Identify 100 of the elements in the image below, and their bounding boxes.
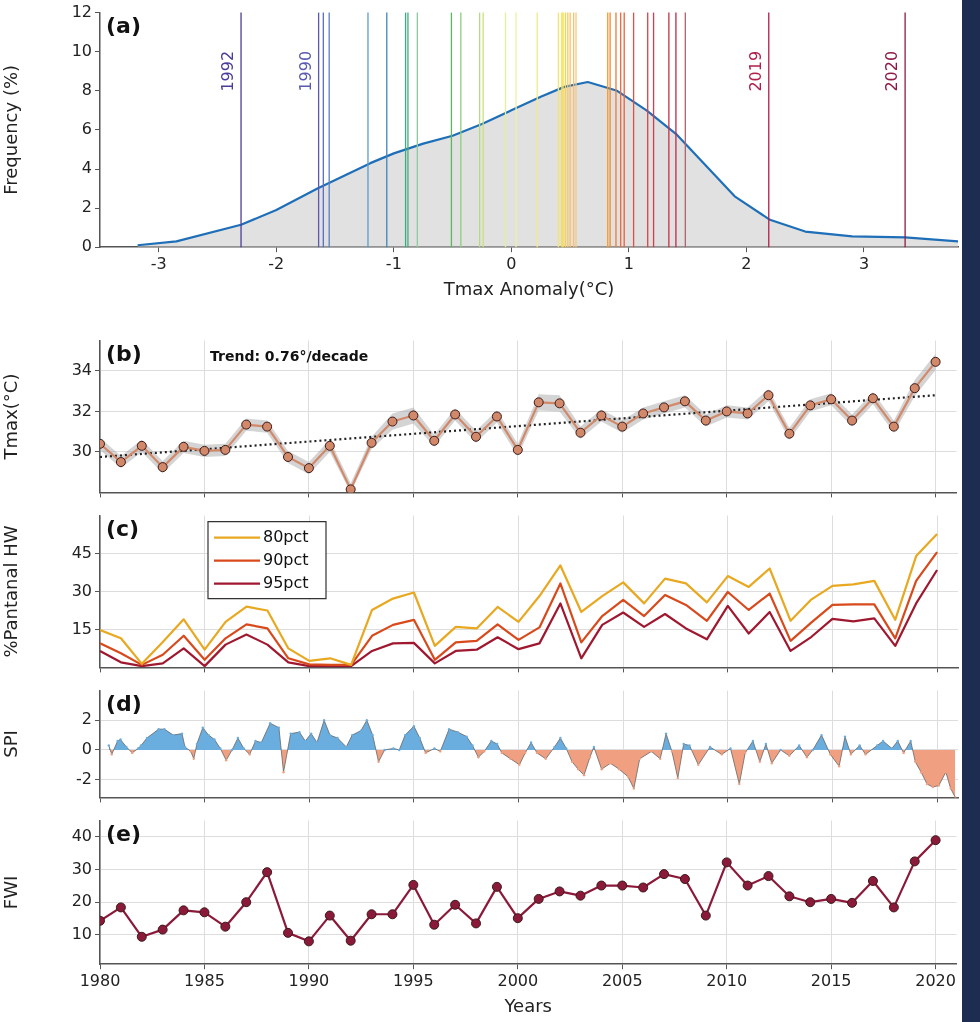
point [763,871,774,882]
point [324,910,335,921]
y-tick-label: 6 [81,119,92,139]
x-tick-label: 1990 [288,970,330,990]
y-axis-title: FWI [0,875,22,910]
point [450,409,461,420]
x-tick-label: 1985 [184,970,225,990]
point [826,394,837,405]
y-tick-label: 30 [71,580,92,600]
x-tick-label: 3 [858,253,870,273]
point [784,428,795,439]
x-tick-label: -1 [385,253,402,273]
x-tick-label: 1 [623,253,634,273]
y-tick-label: -2 [76,768,92,788]
point [700,415,711,426]
point [345,935,356,946]
y-tick-label: 15 [71,618,92,638]
point [763,390,774,401]
x-tick-label: 2005 [601,970,643,990]
point [533,893,544,904]
point [638,882,649,893]
y-tick-label: 32 [71,400,92,420]
y-axis-title: Tmax(°C) [0,373,22,461]
point [178,905,189,916]
y-axis-title: Frequency (%) [0,64,22,195]
y-tick-label: 12 [71,1,92,21]
point [638,408,649,419]
point [805,400,816,411]
legend-label: 80pct [263,526,309,546]
point [700,910,711,921]
point [826,893,837,904]
chart-title: (b) [106,341,142,367]
x-axis-title: Years [503,994,552,1016]
point [429,435,440,446]
y-tick-label: 10 [71,40,92,60]
x-tick-label: 2010 [706,970,748,990]
x-tick-label: 1995 [392,970,434,990]
point [659,402,670,413]
point [157,924,168,935]
y-tick-label: 10 [71,923,92,943]
x-tick-label: 2015 [810,970,852,990]
point [471,918,482,929]
point [847,897,858,908]
point [909,383,920,394]
point [366,909,377,920]
point [220,444,231,455]
point [742,880,753,891]
point [115,902,126,913]
point [157,462,168,473]
annotation: 1992 [218,50,238,92]
point [596,410,607,421]
point [805,897,816,908]
y-axis-title: SPI [0,730,22,758]
point [930,835,941,846]
point [867,875,878,886]
chart-title: (a) [106,13,141,39]
point [721,406,732,417]
chart-title: (d) [106,691,142,717]
point [408,410,419,421]
point [471,431,482,442]
point [491,411,502,422]
x-tick-label: -2 [268,253,285,273]
chart-title: (c) [106,516,140,542]
point [115,457,126,468]
point [617,421,628,432]
point [283,451,294,462]
x-tick-label: 1980 [79,970,121,990]
point [617,880,628,891]
point [408,879,419,890]
point [136,440,147,451]
annotation: 1990 [295,50,315,92]
point [512,913,523,924]
y-tick-label: 30 [71,858,92,878]
point [679,396,690,407]
y-tick-label: 4 [81,158,92,178]
point [450,899,461,910]
point [387,416,398,427]
point [784,891,795,902]
x-tick-label: -3 [150,253,167,273]
y-axis-title: %Pantanal HW [0,525,22,658]
legend-label: 90pct [263,549,309,569]
legend-label: 95pct [263,572,309,592]
x-tick-label: 2020 [915,970,956,990]
y-tick-label: 34 [71,360,92,380]
point [847,415,858,426]
annotation: 2020 [882,50,902,92]
point [199,907,210,918]
point [930,356,941,367]
point [512,444,523,455]
x-axis-title: Tmax Anomaly(°C) [442,277,615,299]
point [136,931,147,942]
point [241,419,252,430]
point [679,874,690,885]
point [575,890,586,901]
annotation: 2019 [745,50,765,92]
point [888,421,899,432]
point [387,909,398,920]
point [742,408,753,419]
point [533,397,544,408]
point [345,484,356,493]
